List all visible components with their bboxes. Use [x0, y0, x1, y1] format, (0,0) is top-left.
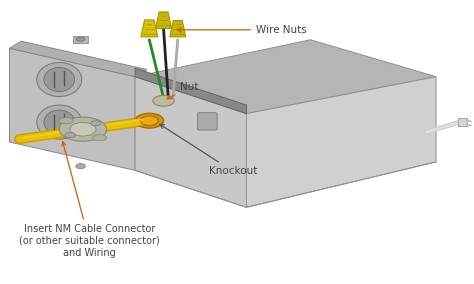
- Polygon shape: [135, 77, 246, 207]
- Polygon shape: [9, 48, 135, 170]
- Polygon shape: [141, 20, 158, 37]
- Ellipse shape: [91, 121, 101, 126]
- Ellipse shape: [92, 135, 107, 141]
- Polygon shape: [73, 36, 88, 43]
- Ellipse shape: [135, 113, 164, 128]
- Text: Nut: Nut: [167, 82, 199, 99]
- Polygon shape: [155, 12, 172, 28]
- Ellipse shape: [59, 118, 73, 124]
- Ellipse shape: [76, 164, 85, 169]
- Ellipse shape: [65, 133, 75, 138]
- FancyBboxPatch shape: [198, 113, 217, 130]
- Ellipse shape: [59, 117, 107, 141]
- Ellipse shape: [37, 62, 82, 97]
- Ellipse shape: [76, 37, 85, 41]
- Text: Insert NM Cable Connector
(or other suitable connector)
and Wiring: Insert NM Cable Connector (or other suit…: [19, 142, 160, 258]
- Polygon shape: [170, 20, 186, 37]
- Polygon shape: [135, 68, 246, 114]
- Text: Knockout: Knockout: [160, 124, 257, 176]
- Ellipse shape: [44, 68, 75, 92]
- Polygon shape: [246, 77, 436, 207]
- Ellipse shape: [44, 110, 75, 134]
- Polygon shape: [135, 40, 436, 114]
- Polygon shape: [9, 41, 147, 77]
- Text: Wire Nuts: Wire Nuts: [177, 25, 307, 35]
- Ellipse shape: [70, 122, 96, 136]
- Polygon shape: [458, 118, 467, 126]
- Ellipse shape: [140, 116, 158, 126]
- Ellipse shape: [37, 105, 82, 139]
- Ellipse shape: [153, 95, 174, 106]
